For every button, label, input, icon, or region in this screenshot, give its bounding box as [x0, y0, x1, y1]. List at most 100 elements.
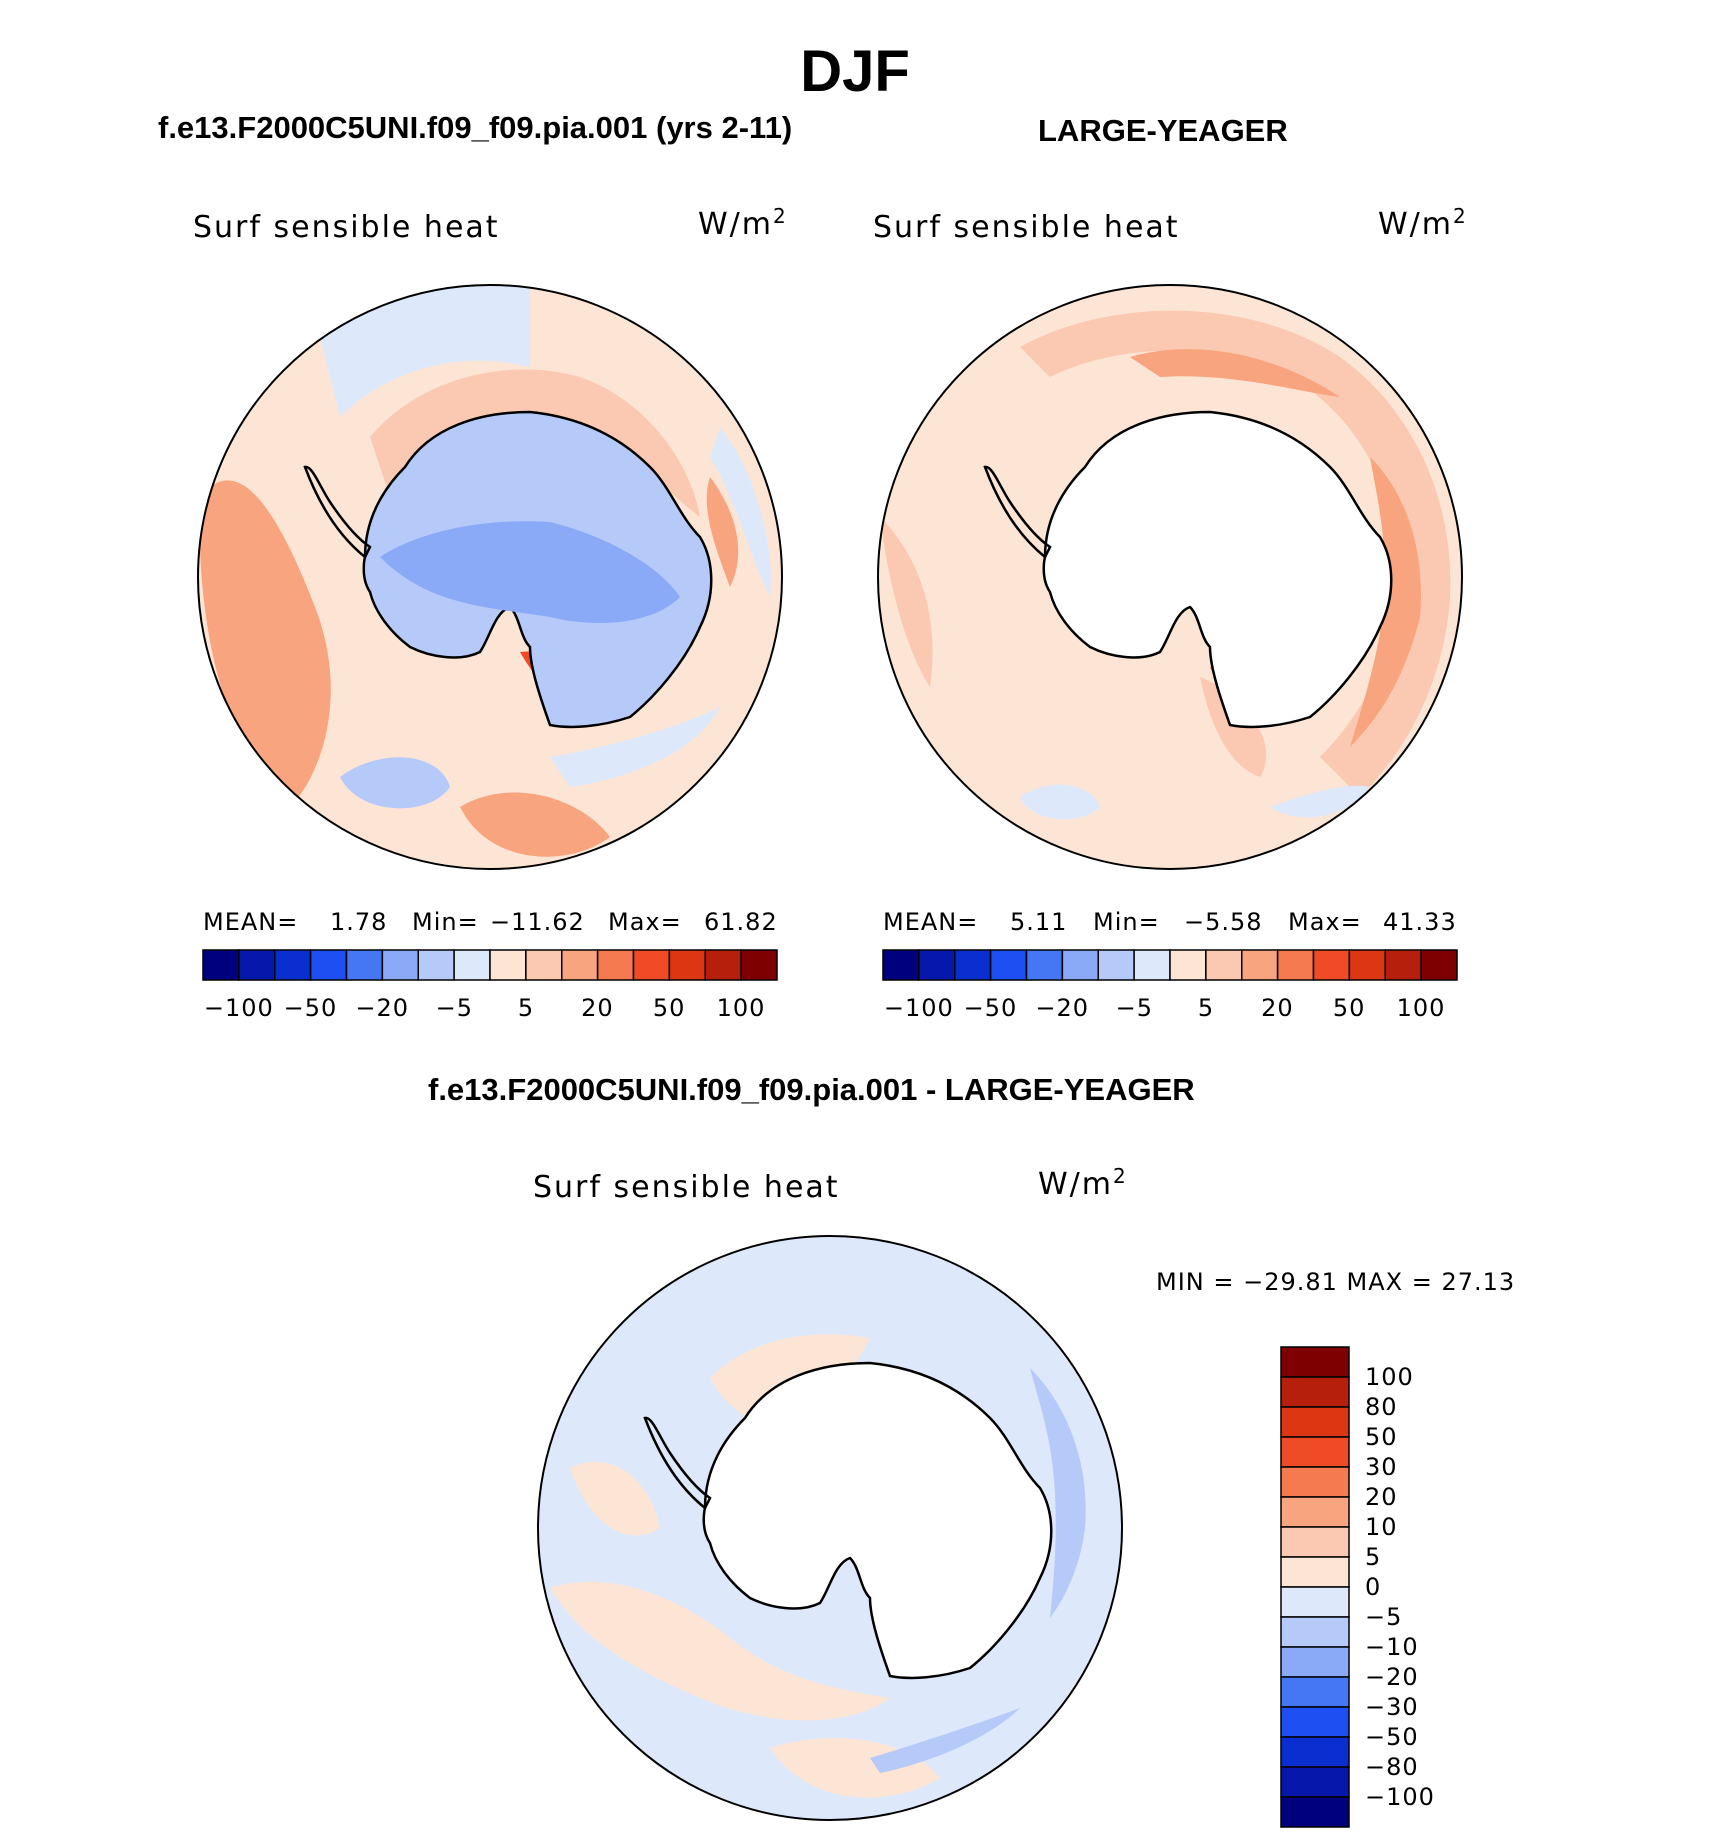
obs-colorbar-swatch	[1133, 949, 1171, 981]
diff-colorbar-swatch	[1280, 1496, 1350, 1528]
diff-colorbar-swatch	[1280, 1586, 1350, 1618]
model-tick: 100	[716, 994, 766, 1022]
diff-colorbar-swatch	[1280, 1706, 1350, 1738]
model-tick: −5	[435, 994, 474, 1022]
model-warm-ring-north	[370, 369, 700, 517]
model-colorbar	[202, 949, 778, 981]
diff-colorbar	[1280, 1346, 1350, 1828]
diff-colorbar-swatch	[1280, 1436, 1350, 1468]
obs-colorbar-swatch	[1061, 949, 1099, 981]
model-colorbar-swatch	[525, 949, 563, 981]
diff-tick: 80	[1365, 1393, 1398, 1421]
model-antarctic-interior	[380, 521, 680, 623]
diff-cool-strip-south	[870, 1708, 1020, 1773]
model-colorbar-swatch	[561, 949, 599, 981]
obs-antarctica	[1042, 410, 1393, 729]
model-colorbar-swatch	[704, 949, 742, 981]
model-warm-patch-east	[706, 477, 739, 587]
diff-variable-label: Surf sensible heat	[533, 1170, 840, 1205]
obs-max-value: 41.33	[1383, 908, 1457, 936]
model-colorbar-swatch	[202, 949, 240, 981]
model-case-title: f.e13.F2000C5UNI.f09_f09.pia.001 (yrs 2-…	[158, 110, 793, 145]
obs-colorbar-swatch	[918, 949, 956, 981]
diff-tick: 5	[1365, 1543, 1382, 1571]
model-min-value: −11.62	[490, 908, 585, 936]
diff-case-title: f.e13.F2000C5UNI.f09_f09.pia.001 - LARGE…	[428, 1072, 1195, 1107]
obs-mean-value: 5.11	[1010, 908, 1068, 936]
obs-tick: 50	[1332, 994, 1366, 1022]
diff-tick: −20	[1365, 1663, 1419, 1691]
model-colorbar-swatch	[453, 949, 491, 981]
obs-warm-arc-north	[1130, 349, 1340, 397]
diff-colorbar-swatch	[1280, 1646, 1350, 1678]
model-cool-patch-south	[340, 757, 450, 809]
diff-colorbar-swatch	[1280, 1556, 1350, 1588]
model-polar-map	[197, 284, 783, 870]
obs-warm-patch-south	[1200, 677, 1267, 777]
model-unit-label: W/m2	[698, 204, 788, 242]
model-colorbar-swatch	[417, 949, 455, 981]
model-mean-value: 1.78	[330, 908, 388, 936]
obs-colorbar-swatch	[1025, 949, 1064, 981]
diff-colorbar-swatch	[1280, 1466, 1350, 1498]
obs-colorbar-swatch	[1241, 949, 1279, 981]
diff-tick: −30	[1365, 1693, 1419, 1721]
model-warm-patch-south	[460, 792, 610, 857]
obs-max-label: Max=	[1288, 908, 1362, 936]
model-mean-label: MEAN=	[203, 908, 299, 936]
diff-colorbar-swatch	[1280, 1796, 1350, 1828]
obs-tick: 20	[1261, 994, 1294, 1022]
model-tick: −20	[355, 994, 410, 1022]
diff-minmax-label: MIN = −29.81 MAX = 27.13	[1156, 1268, 1516, 1296]
diff-tick: −80	[1365, 1753, 1419, 1781]
diff-colorbar-swatch	[1280, 1376, 1350, 1408]
obs-colorbar-swatch	[1097, 949, 1135, 981]
model-tick: 20	[581, 994, 614, 1022]
diff-colorbar-swatch	[1280, 1676, 1350, 1708]
figure-title: DJF	[800, 39, 910, 104]
obs-variable-label: Surf sensible heat	[873, 210, 1180, 245]
model-tick: −50	[283, 994, 338, 1022]
obs-cool-patch-southeast	[1270, 785, 1370, 818]
obs-antarctic-peninsula	[983, 465, 1052, 559]
diff-unit-label: W/m2	[1038, 1164, 1128, 1202]
diff-tick: −5	[1365, 1603, 1403, 1631]
obs-colorbar-swatch	[1312, 949, 1351, 981]
obs-tick: −50	[963, 994, 1018, 1022]
model-max-value: 61.82	[704, 908, 778, 936]
obs-cool-patch-south	[1020, 784, 1100, 820]
diff-colorbar-swatch	[1280, 1406, 1350, 1438]
model-cool-band-east	[710, 427, 771, 597]
diff-colorbar-swatch	[1280, 1616, 1350, 1648]
obs-tick: 100	[1396, 994, 1446, 1022]
model-colorbar-swatch	[238, 949, 276, 981]
obs-min-label: Min=	[1093, 908, 1160, 936]
model-colorbar-swatch	[489, 949, 527, 981]
obs-unit-label: W/m2	[1378, 204, 1468, 242]
diff-antarctic-peninsula	[643, 1416, 712, 1510]
obs-colorbar-swatch	[1384, 949, 1422, 981]
diff-tick: 100	[1365, 1363, 1414, 1391]
obs-polar-map	[877, 284, 1463, 870]
obs-tick: −100	[883, 994, 954, 1022]
obs-colorbar-swatch	[1276, 949, 1315, 981]
obs-warm-band-west	[880, 517, 933, 687]
diff-colorbar-swatch	[1280, 1526, 1350, 1558]
obs-colorbar-swatch	[1205, 949, 1243, 981]
diff-tick: −50	[1365, 1723, 1419, 1751]
model-colorbar-swatch	[632, 949, 671, 981]
obs-colorbar-swatch	[989, 949, 1028, 981]
model-colorbar-swatch	[309, 949, 348, 981]
model-variable-label: Surf sensible heat	[193, 210, 500, 245]
obs-case-title: LARGE-YEAGER	[1038, 113, 1288, 148]
diff-cool-band-east	[1030, 1368, 1086, 1618]
model-colorbar-swatch	[596, 949, 635, 981]
obs-colorbar-swatch	[954, 949, 992, 981]
diff-tick: 30	[1365, 1453, 1398, 1481]
diff-colorbar-swatch	[1280, 1736, 1350, 1768]
model-antarctic-peninsula	[303, 465, 372, 559]
model-colorbar-swatch	[345, 949, 384, 981]
diff-polar-map	[537, 1235, 1123, 1821]
obs-warm-ring-outer	[1020, 310, 1451, 797]
model-colorbar-swatch	[274, 949, 312, 981]
